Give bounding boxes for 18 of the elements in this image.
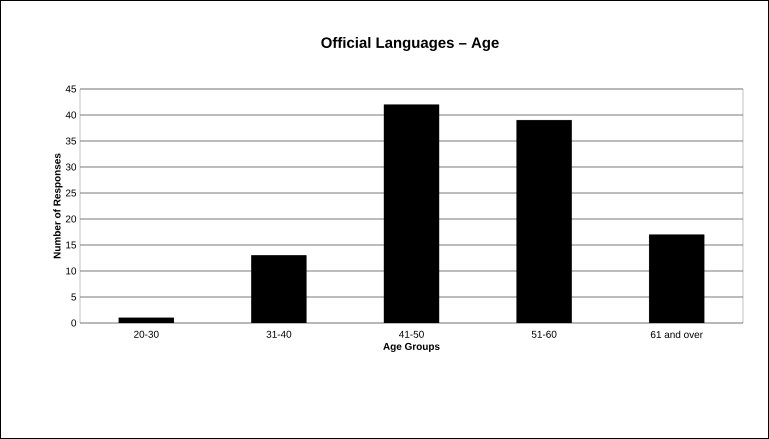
x-tick-label: 61 and over	[650, 330, 703, 338]
x-tick-label: 51-60	[532, 330, 556, 338]
y-tick-label: 40	[66, 111, 76, 119]
x-tick-label: 31-40	[266, 330, 292, 338]
x-axis-title: Age Groups	[383, 342, 440, 352]
y-tick-label: 20	[66, 215, 76, 223]
x-tick-label: 20-30	[134, 330, 159, 338]
y-tick-label: 30	[66, 163, 76, 171]
y-tick-label: 0	[71, 319, 76, 327]
y-tick-label: 10	[66, 267, 76, 275]
y-tick-label: 35	[66, 137, 76, 145]
y-tick-label: 15	[66, 242, 76, 248]
y-tick-label: 5	[71, 294, 76, 300]
chart-title: Official Languages – Age	[321, 37, 499, 51]
y-tick-label: 45	[66, 86, 76, 92]
x-tick-label: 41-50	[398, 330, 424, 338]
y-axis-title: Number of Responses	[53, 154, 63, 258]
y-tick-label: 25	[66, 189, 76, 197]
